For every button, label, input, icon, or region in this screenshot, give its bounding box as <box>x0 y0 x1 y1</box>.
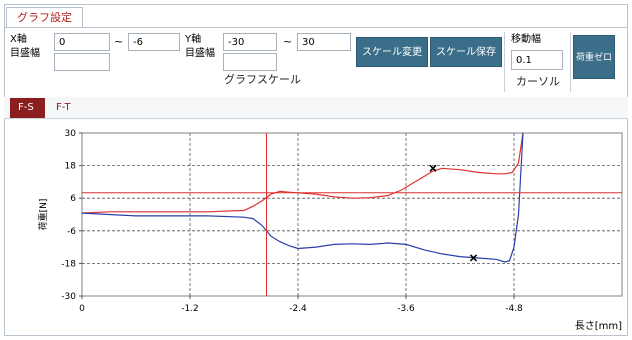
tab-f-t[interactable]: F-T <box>56 102 71 113</box>
x-min-input[interactable]: 0 <box>54 33 110 51</box>
y-gridwidth-label: 目盛幅 <box>185 48 215 59</box>
y-tick-label: -6 <box>67 227 76 237</box>
tab-bar: グラフ設定 <box>4 4 628 29</box>
scale-save-button[interactable]: スケール保存 <box>430 37 502 67</box>
x-tick-label: -1.2 <box>181 304 199 314</box>
y-range-separator: ~ <box>283 35 293 48</box>
series-line-1 <box>81 132 524 214</box>
peak-marker <box>469 254 478 262</box>
y-axis-label: 荷重[N] <box>37 199 49 231</box>
y-tick-label: 18 <box>65 162 77 172</box>
graph-scale-caption: グラフスケール <box>224 73 301 86</box>
subtab-bar: F-S F-T <box>4 97 628 119</box>
load-zero-button[interactable]: 荷重ゼロ <box>573 35 615 79</box>
x-max-input[interactable]: -6 <box>128 33 180 51</box>
x-tick-label: 0 <box>79 304 85 314</box>
y-axis-label: Y軸 <box>185 34 202 45</box>
group-divider-2 <box>570 32 571 92</box>
move-width-label: 移動幅 <box>511 34 541 45</box>
y-gridwidth-input[interactable] <box>223 53 277 71</box>
group-divider <box>504 32 505 92</box>
chart-area: 30 18 6 -6 -18 -30 0 -1.2 -2.4 -3.6 -4.8 荷重[N] 長さ[mm… <box>4 119 628 336</box>
plot-frame <box>81 132 623 297</box>
x-tick-label: -3.6 <box>397 304 415 314</box>
x-tick-label: -2.4 <box>289 304 307 314</box>
x-range-separator: ~ <box>114 35 124 48</box>
y-tick-label: 6 <box>70 194 76 204</box>
y-max-input[interactable]: 30 <box>297 33 351 51</box>
y-min-input[interactable]: -30 <box>223 33 277 51</box>
tab-f-s[interactable]: F-S <box>10 98 45 118</box>
series-line-2 <box>81 132 524 263</box>
y-tick-label: -30 <box>61 292 76 302</box>
y-tick-label: 30 <box>65 129 77 139</box>
y-tick-label: -18 <box>61 259 76 269</box>
force-stroke-chart: 30 18 6 -6 -18 -300 -1.2 -2.4 -3.6 -4.8 荷重[N] 長さ[mm… <box>37 129 623 332</box>
graph-settings-panel: X軸 目盛幅 0 ~ -6 Y軸 目盛幅 -30 ~ 30 グラフスケール スケ… <box>4 27 628 97</box>
x-gridwidth-input[interactable] <box>54 53 110 71</box>
peak-marker <box>429 164 437 172</box>
x-tick-label: -4.8 <box>505 304 523 314</box>
scale-change-button[interactable]: スケール変更 <box>356 37 428 67</box>
move-width-input[interactable]: 0.1 <box>511 50 563 70</box>
cursor-caption: カーソル <box>516 75 560 88</box>
x-gridwidth-label: 目盛幅 <box>10 48 40 59</box>
x-axis-label: X軸 <box>10 34 27 45</box>
tab-graph-settings[interactable]: グラフ設定 <box>6 7 83 29</box>
x-axis-label: 長さ[mm] <box>575 320 622 332</box>
